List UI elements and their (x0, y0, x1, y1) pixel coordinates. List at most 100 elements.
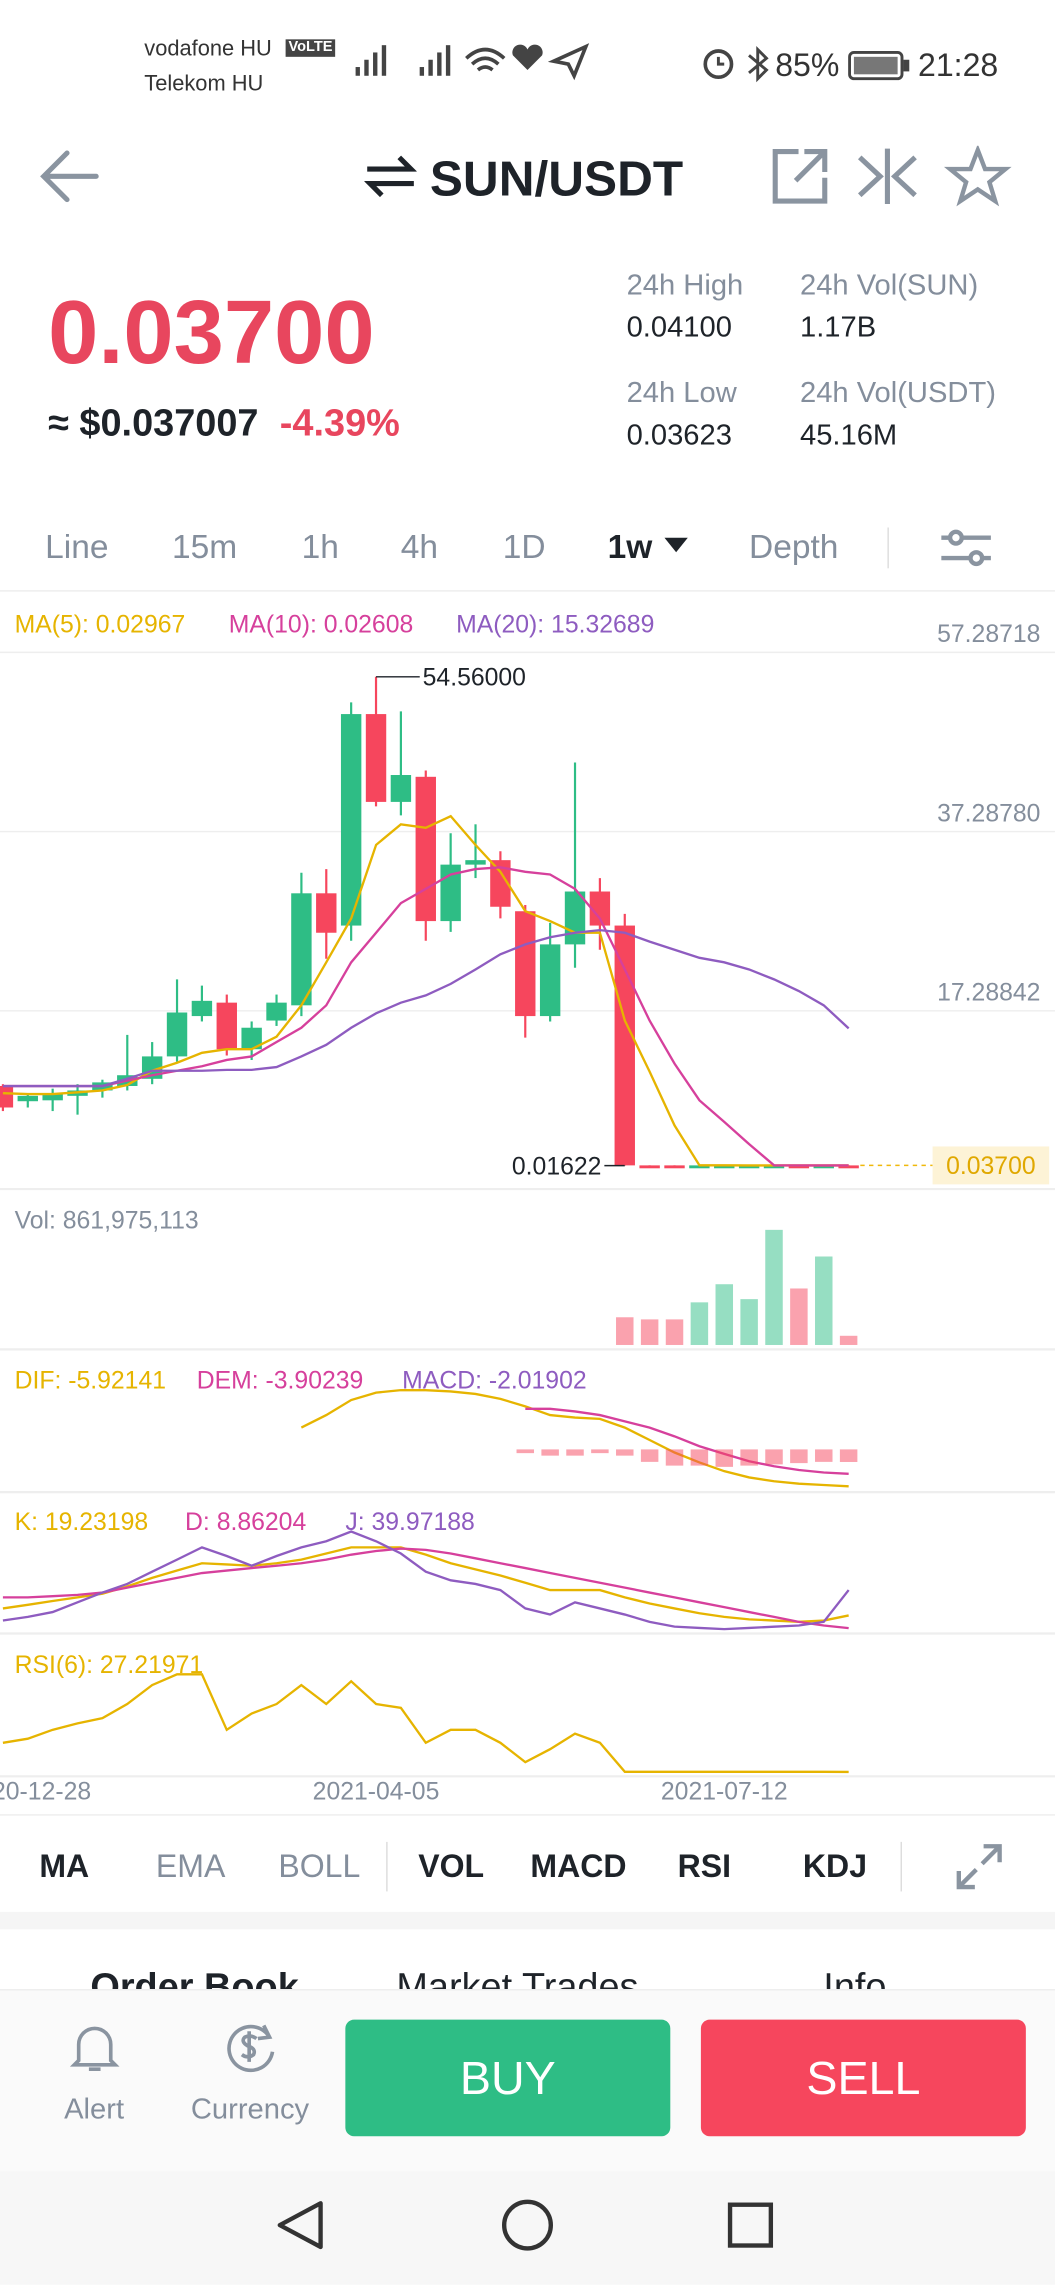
candle-body (714, 1165, 735, 1169)
status-icons (355, 43, 590, 81)
indicator-tab[interactable]: KDJ (802, 1847, 868, 1885)
indicator-bar (839, 1335, 858, 1345)
indicator-tab[interactable]: BOLL (278, 1847, 361, 1885)
indicator-bar (715, 1449, 734, 1467)
fullscreen-button[interactable] (954, 1842, 1004, 1892)
swap-icon[interactable] (364, 152, 417, 202)
icon-part (903, 59, 910, 72)
y-tick-label: 57.28718 (937, 621, 1040, 648)
alert-label[interactable]: Alert (64, 2093, 125, 2127)
x-tick-label: 2021-07-12 (661, 1779, 788, 1806)
back-button[interactable] (38, 146, 105, 207)
candle-body (813, 1165, 834, 1169)
interval-tab[interactable]: Depth (748, 527, 839, 566)
indicator-bar (815, 1256, 833, 1345)
interval-tab-selected[interactable]: 1w (607, 527, 653, 566)
indicator-bar (715, 1284, 734, 1345)
low-label: 0.01622 (512, 1153, 602, 1180)
nav-buttons[interactable] (0, 2171, 1055, 2285)
indicator-tab[interactable]: MA (39, 1847, 90, 1885)
candle-body (788, 1165, 810, 1169)
icon-part (968, 550, 985, 567)
interval-tab[interactable]: 1D (502, 527, 546, 566)
y-tick-label: 17.28842 (937, 980, 1040, 1007)
high-label: 54.56000 (423, 665, 526, 692)
x-tick-label: 2021-04-05 (313, 1779, 440, 1806)
icon-part (772, 148, 828, 204)
stat-value: 1.17B (799, 311, 877, 344)
candle-body (241, 1027, 262, 1050)
candle-body (166, 1012, 188, 1057)
legend-entry: Vol: 861,975,113 (15, 1207, 199, 1234)
indicator-bar (765, 1229, 783, 1345)
icon-part (858, 148, 917, 205)
chart-settings[interactable] (938, 527, 993, 568)
indicator-line (2, 1546, 849, 1624)
price-change: -4.39% (279, 400, 400, 445)
indicator-bar (790, 1288, 808, 1345)
candle-body (614, 925, 635, 1166)
currency-label[interactable]: Currency (190, 2093, 310, 2127)
last-price-tag (932, 1146, 1050, 1185)
icon-part (373, 52, 378, 76)
indicator-bar (665, 1449, 684, 1466)
indicator-bar (616, 1317, 634, 1345)
sell-button[interactable]: SELL (700, 2019, 1026, 2137)
divider (900, 1841, 902, 1892)
candle-body (689, 1165, 710, 1169)
interval-tab[interactable]: 4h (400, 527, 439, 566)
indicator-tab[interactable]: RSI (677, 1847, 732, 1885)
indicator-bar (616, 1449, 634, 1456)
legend-entry: DIF: -5.92141 (15, 1368, 166, 1395)
icon-part (465, 47, 506, 72)
pair-title: SUN/USDT (429, 151, 684, 207)
stat-label: 24h Vol(SUN) (799, 269, 979, 302)
indicator-line (525, 1407, 849, 1475)
indicator-tab[interactable]: VOL (418, 1847, 485, 1885)
icon-part (547, 43, 590, 81)
candle-body (838, 1165, 859, 1169)
icon-part (381, 45, 387, 76)
icon-part (364, 59, 369, 76)
indicator-tab[interactable]: MACD (530, 1847, 627, 1885)
alert-icon[interactable] (69, 2023, 120, 2075)
icon-part (512, 44, 543, 70)
divider (386, 1841, 388, 1892)
chart: 57.28718 37.28780 17.28842 54.56000 0.01622 0… (0, 611, 1055, 1806)
candle-body (564, 891, 586, 945)
icon-part (853, 56, 898, 75)
indicator-bar (740, 1299, 758, 1345)
stat-label: 24h Vol(USDT) (799, 377, 996, 410)
indicator-bar (640, 1319, 659, 1345)
header-actions[interactable] (769, 145, 1017, 207)
candle-body (390, 775, 412, 802)
legend-entry: D: 8.86204 (185, 1509, 306, 1536)
stat-value: 45.16M (799, 419, 898, 452)
legend-entry: K: 19.23198 (15, 1509, 149, 1536)
stat-value: 0.04100 (626, 311, 732, 344)
icon-part (947, 529, 964, 546)
stat-value: 0.03623 (626, 419, 732, 452)
indicator-bar (815, 1449, 833, 1462)
indicator-tab[interactable]: EMA (155, 1847, 226, 1885)
icon-part (748, 46, 769, 83)
dropdown-arrow[interactable] (663, 536, 689, 553)
currency-icon[interactable] (223, 2020, 278, 2075)
indicator-bar (690, 1302, 709, 1345)
indicator-bar (566, 1449, 584, 1456)
interval-tab[interactable]: Line (45, 527, 109, 566)
interval-tab[interactable]: 15m (171, 527, 238, 566)
buy-button[interactable]: BUY (345, 2019, 671, 2137)
legend-entry: MA(10): 0.02608 (229, 611, 413, 638)
divider (0, 1814, 1055, 1816)
interval-tab[interactable]: 1h (301, 527, 339, 566)
indicator-bar (516, 1449, 535, 1454)
carrier: vodafone HU (144, 36, 272, 62)
battery-level: 85% (775, 46, 840, 84)
candle-body (0, 1085, 14, 1108)
legend-entry: RSI(6): 27.21971 (15, 1652, 204, 1679)
icon-part (355, 45, 451, 76)
